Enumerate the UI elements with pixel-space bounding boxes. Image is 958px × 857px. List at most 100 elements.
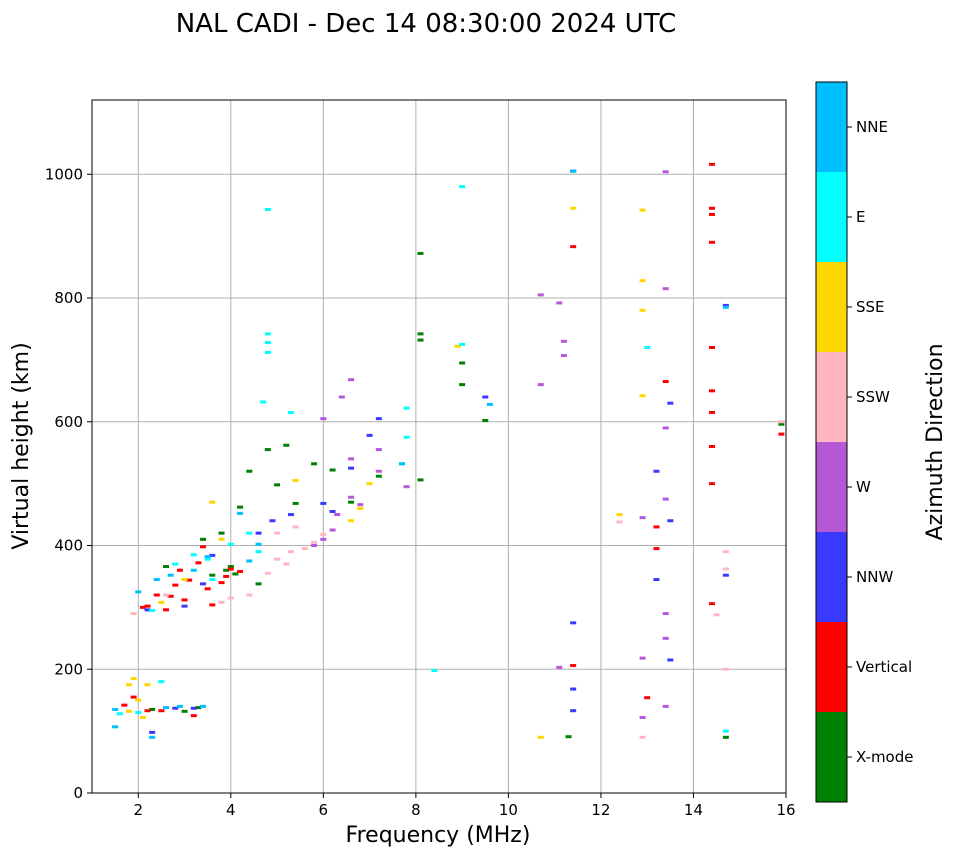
data-point-sse bbox=[130, 677, 137, 681]
data-point-ssw bbox=[722, 550, 729, 554]
x-tick-label: 14 bbox=[684, 801, 703, 819]
data-point-ssw bbox=[722, 667, 729, 671]
data-point-e bbox=[135, 711, 142, 715]
data-point-x-mode bbox=[246, 469, 253, 473]
data-point-vertical bbox=[708, 162, 715, 166]
data-point-x-mode bbox=[237, 505, 244, 509]
data-point-nnw bbox=[375, 417, 382, 421]
colorbar-tick-label: NNE bbox=[856, 118, 888, 136]
data-point-nnw bbox=[269, 519, 276, 523]
data-point-sse bbox=[126, 709, 133, 713]
data-point-ssw bbox=[287, 550, 294, 554]
data-point-nne bbox=[112, 725, 119, 729]
data-point-e bbox=[149, 608, 156, 612]
x-axis-label: Frequency (MHz) bbox=[346, 823, 531, 848]
data-point-x-mode bbox=[417, 478, 424, 482]
y-tick-label: 600 bbox=[54, 413, 83, 431]
data-point-nnw bbox=[287, 513, 294, 517]
data-point-x-mode bbox=[459, 361, 466, 365]
data-point-vertical bbox=[653, 525, 660, 529]
data-point-x-mode bbox=[417, 338, 424, 342]
y-tick-label: 1000 bbox=[45, 165, 83, 183]
data-point-ssw bbox=[264, 571, 271, 575]
colorbar-tick-label: SSE bbox=[856, 298, 885, 316]
data-point-x-mode bbox=[417, 332, 424, 336]
data-point-nnw bbox=[570, 709, 577, 713]
data-point-x-mode bbox=[348, 500, 355, 504]
data-point-w bbox=[662, 497, 669, 501]
data-point-sse bbox=[158, 600, 165, 604]
data-point-x-mode bbox=[200, 537, 207, 541]
data-point-w bbox=[403, 485, 410, 489]
data-point-ssw bbox=[616, 520, 623, 524]
data-point-x-mode bbox=[274, 483, 281, 487]
data-point-nne bbox=[570, 169, 577, 173]
data-point-ssw bbox=[292, 525, 299, 529]
data-point-nnw bbox=[200, 582, 207, 586]
data-point-vertical bbox=[778, 432, 785, 436]
y-tick-label: 0 bbox=[73, 784, 83, 802]
colorbar-frame bbox=[815, 81, 848, 803]
data-point-e bbox=[227, 542, 234, 546]
data-point-ssw bbox=[227, 596, 234, 600]
data-point-sse bbox=[570, 206, 577, 210]
data-point-vertical bbox=[708, 206, 715, 210]
data-point-ssw bbox=[274, 557, 281, 561]
data-point-w bbox=[560, 354, 567, 358]
data-point-w bbox=[320, 417, 327, 421]
data-point-vertical bbox=[176, 568, 183, 572]
data-point-sse bbox=[366, 482, 373, 486]
y-tick-label: 800 bbox=[54, 289, 83, 307]
data-point-e bbox=[459, 342, 466, 346]
data-point-e bbox=[403, 406, 410, 410]
data-point-nnw bbox=[209, 553, 216, 557]
data-point-sse bbox=[616, 513, 623, 517]
data-point-ssw bbox=[301, 547, 308, 551]
x-tick-label: 16 bbox=[776, 801, 795, 819]
data-point-x-mode bbox=[375, 474, 382, 478]
colorbar-segment bbox=[816, 82, 847, 172]
data-point-e bbox=[190, 553, 197, 557]
data-point-nnw bbox=[653, 469, 660, 473]
data-point-ssw bbox=[218, 600, 225, 604]
data-point-vertical bbox=[708, 389, 715, 393]
data-point-w bbox=[375, 469, 382, 473]
data-point-vertical bbox=[163, 608, 170, 612]
data-point-w bbox=[639, 516, 646, 520]
data-point-nne bbox=[112, 707, 119, 711]
data-point-e bbox=[204, 557, 211, 561]
data-point-x-mode bbox=[149, 707, 156, 711]
y-tick-label: 400 bbox=[54, 537, 83, 555]
data-point-nne bbox=[204, 555, 211, 559]
data-point-vertical bbox=[708, 445, 715, 448]
data-point-nne bbox=[255, 542, 262, 546]
x-tick-label: 8 bbox=[411, 801, 421, 819]
data-point-vertical bbox=[195, 561, 202, 565]
colorbar-tick-label: NNW bbox=[856, 568, 893, 586]
data-point-e bbox=[644, 346, 651, 349]
data-point-nnw bbox=[570, 687, 577, 691]
data-point-w bbox=[334, 513, 341, 517]
data-point-nne bbox=[237, 511, 244, 515]
data-point-nnw bbox=[653, 578, 660, 582]
colorbar-tick-label: E bbox=[856, 208, 865, 226]
data-point-w bbox=[311, 544, 318, 547]
chart-title: NAL CADI - Dec 14 08:30:00 2024 UTC bbox=[176, 9, 676, 39]
data-point-nnw bbox=[667, 658, 674, 662]
data-point-x-mode bbox=[565, 735, 572, 739]
data-point-sse bbox=[292, 479, 299, 483]
data-point-w bbox=[329, 528, 336, 532]
data-point-w bbox=[662, 287, 669, 291]
data-point-vertical bbox=[708, 602, 715, 606]
data-point-w bbox=[639, 656, 646, 660]
grid-lines bbox=[92, 100, 786, 793]
data-point-e bbox=[403, 435, 410, 439]
colorbar-segment bbox=[816, 172, 847, 262]
colorbar-segment bbox=[816, 622, 847, 712]
data-point-vertical bbox=[209, 603, 216, 607]
data-point-ssw bbox=[320, 532, 327, 536]
data-point-ssw bbox=[639, 735, 646, 739]
data-point-vertical bbox=[181, 598, 188, 602]
data-point-vertical bbox=[218, 581, 225, 585]
